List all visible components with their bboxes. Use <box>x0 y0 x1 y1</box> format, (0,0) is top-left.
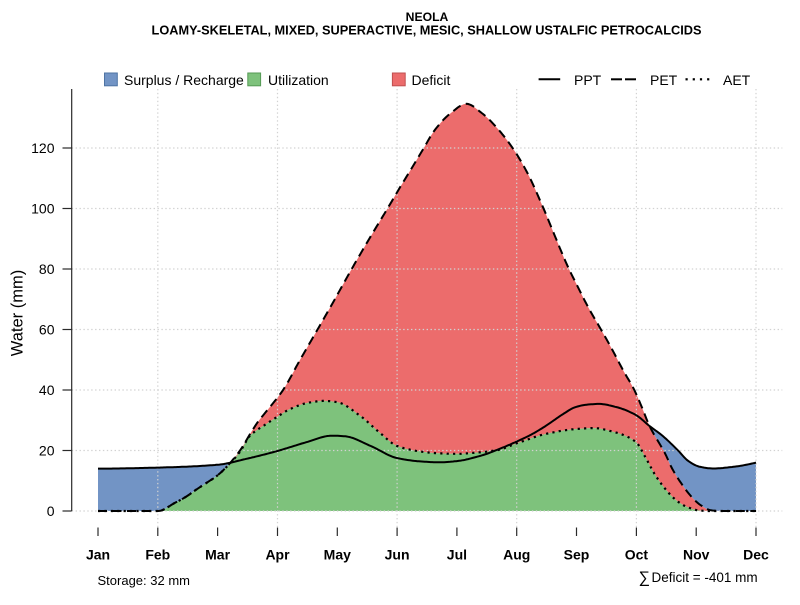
svg-text:Deficit = -401 mm: Deficit = -401 mm <box>652 570 758 585</box>
svg-text:Water (mm): Water (mm) <box>9 270 27 356</box>
svg-text:Nov: Nov <box>683 546 710 562</box>
svg-text:Mar: Mar <box>205 546 230 562</box>
svg-text:LOAMY-SKELETAL, MIXED, SUPERAC: LOAMY-SKELETAL, MIXED, SUPERACTIVE, MESI… <box>152 23 702 38</box>
svg-text:80: 80 <box>39 261 55 277</box>
svg-text:Sep: Sep <box>564 546 590 562</box>
svg-text:AET: AET <box>723 72 751 88</box>
svg-text:Deficit: Deficit <box>412 72 451 88</box>
svg-text:120: 120 <box>31 140 55 156</box>
svg-text:Feb: Feb <box>145 546 170 562</box>
svg-text:40: 40 <box>39 382 55 398</box>
svg-text:PET: PET <box>650 72 678 88</box>
svg-text:Surplus / Recharge: Surplus / Recharge <box>124 72 244 88</box>
svg-text:Jun: Jun <box>385 546 410 562</box>
svg-text:60: 60 <box>39 322 55 338</box>
svg-text:∑: ∑ <box>639 570 650 587</box>
svg-text:Dec: Dec <box>743 546 769 562</box>
svg-text:Jan: Jan <box>86 546 110 562</box>
svg-text:100: 100 <box>31 201 55 217</box>
svg-text:Storage: 32 mm: Storage: 32 mm <box>98 573 191 588</box>
svg-text:Jul: Jul <box>447 546 467 562</box>
svg-text:PPT: PPT <box>574 72 602 88</box>
svg-text:0: 0 <box>47 503 55 519</box>
svg-text:May: May <box>324 546 351 562</box>
svg-text:Apr: Apr <box>265 546 290 562</box>
svg-text:20: 20 <box>39 443 55 459</box>
svg-text:Utilization: Utilization <box>268 72 329 88</box>
svg-text:Oct: Oct <box>625 546 649 562</box>
svg-text:Aug: Aug <box>503 546 530 562</box>
svg-text:NEOLA: NEOLA <box>406 10 449 24</box>
